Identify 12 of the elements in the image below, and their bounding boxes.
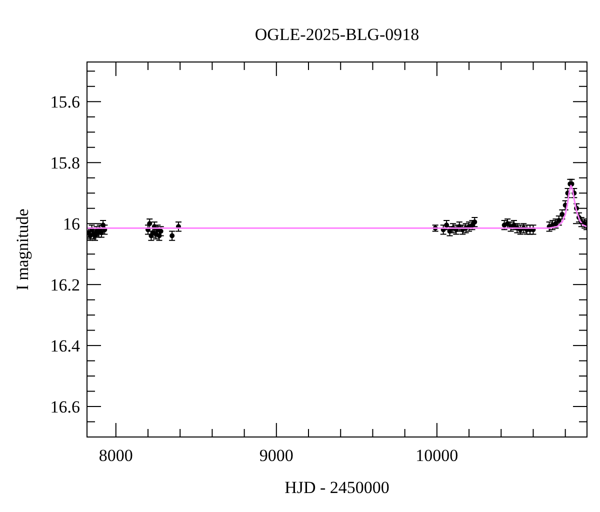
x-tick-label: 9000 <box>259 446 294 465</box>
x-axis-title: HJD - 2450000 <box>284 478 390 497</box>
y-tick-label: 16.6 <box>50 398 80 417</box>
x-tick-label: 10000 <box>416 446 458 465</box>
x-tick-label: 8000 <box>98 446 133 465</box>
y-tick-label: 15.6 <box>50 92 80 112</box>
y-tick-label: 16.2 <box>50 276 80 295</box>
chart-title: OGLE-2025-BLG-0918 <box>254 25 420 44</box>
y-tick-label: 16.4 <box>50 336 80 356</box>
y-tick-label: 15.8 <box>50 154 80 173</box>
y-axis-title: I magnitude <box>13 208 32 290</box>
y-tick-label: 16 <box>63 214 80 234</box>
